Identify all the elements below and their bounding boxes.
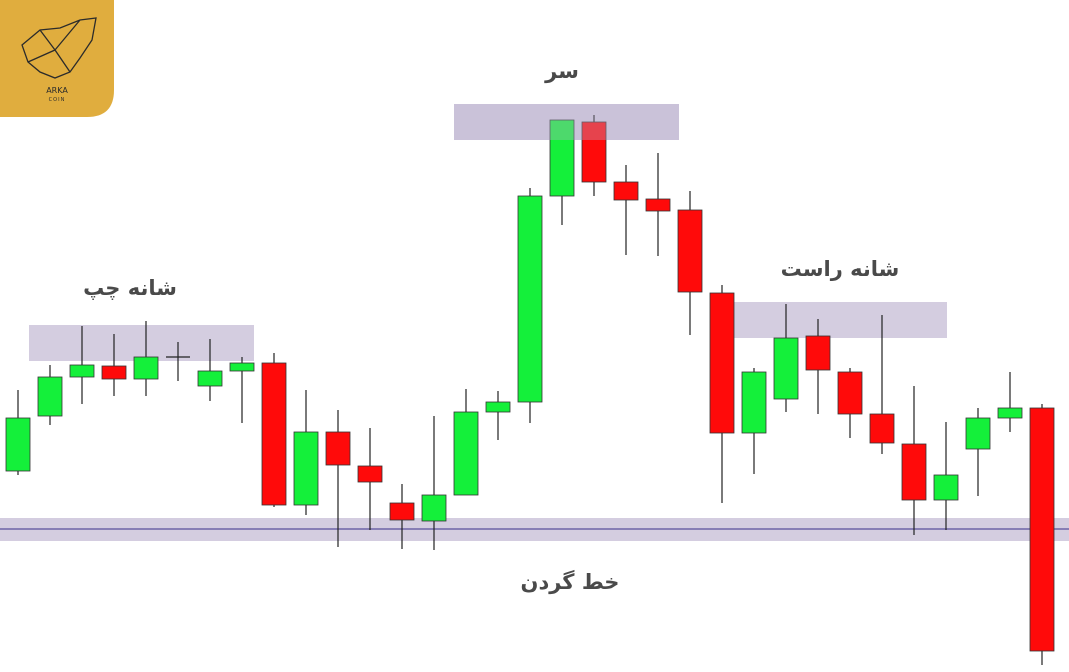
candle-body (197, 370, 223, 387)
candle-body (901, 443, 927, 501)
head-label: سر (544, 59, 579, 83)
right-shoulder-label: شانه راست (781, 257, 900, 281)
candle-body (517, 195, 543, 403)
candle-body (421, 494, 447, 522)
left-shoulder-label: شانه چپ (83, 276, 177, 300)
candles (5, 115, 1055, 665)
candle-body (485, 401, 511, 413)
candle-body (805, 335, 831, 371)
candle-body (325, 431, 351, 466)
candle-body (741, 371, 767, 434)
candle-body (37, 376, 63, 417)
candle-body (133, 356, 159, 380)
candle-body (581, 121, 607, 183)
candle-body (645, 198, 671, 212)
logo: ARKA COIN (0, 0, 114, 117)
left-shoulder-zone (29, 325, 254, 361)
candle-body (869, 413, 895, 444)
candle-body (933, 474, 959, 501)
candle-body (549, 119, 575, 197)
candle-body (261, 362, 287, 506)
candle-body (69, 364, 95, 378)
candle-body (677, 209, 703, 293)
logo-name: ARKA (46, 86, 68, 95)
head-zone-overlay (454, 104, 679, 140)
candle-body (293, 431, 319, 506)
candle-body (1029, 407, 1055, 652)
candle-body (357, 465, 383, 483)
candle-body (229, 362, 255, 372)
neckline-label: خط گردن (521, 569, 620, 594)
logo-sub: COIN (49, 97, 66, 103)
candle-body (837, 371, 863, 415)
candle-body (5, 417, 31, 472)
candle-body (453, 411, 479, 496)
candle-body (709, 292, 735, 434)
candle-body (997, 407, 1023, 419)
candle-body (773, 337, 799, 400)
right-shoulder-zone (722, 302, 947, 338)
logo-bull (21, 17, 97, 79)
candle-body (965, 417, 991, 450)
candle-body (389, 502, 415, 521)
candle-body (613, 181, 639, 201)
logo-badge (0, 0, 114, 117)
candle-body (101, 365, 127, 380)
